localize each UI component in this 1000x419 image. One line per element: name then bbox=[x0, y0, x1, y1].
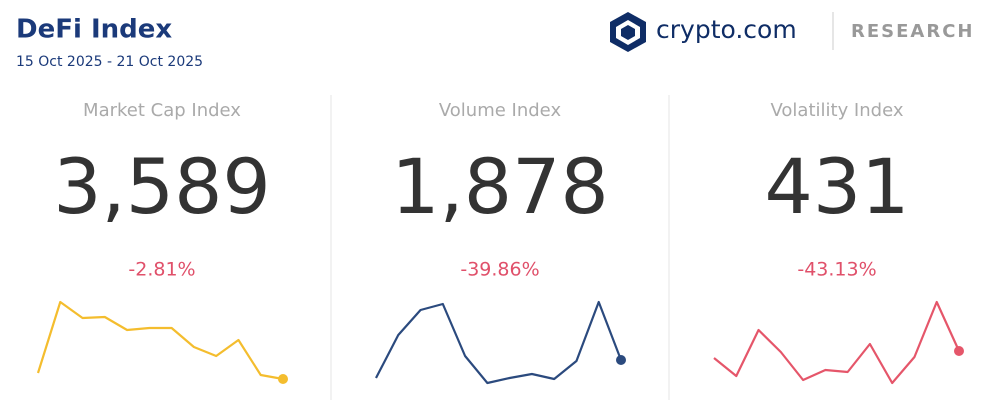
panel-title: Volume Index bbox=[439, 100, 562, 121]
end-point bbox=[616, 355, 626, 365]
change: -43.13% bbox=[797, 259, 876, 281]
panel-title: Market Cap Index bbox=[83, 100, 241, 121]
headline-value: 1,878 bbox=[391, 142, 609, 231]
change: -39.86% bbox=[460, 259, 539, 281]
brand: crypto.com bbox=[656, 15, 797, 44]
headline-value: 431 bbox=[764, 142, 909, 231]
headline-value: 3,589 bbox=[53, 142, 271, 231]
sparkline bbox=[36, 300, 284, 381]
end-point bbox=[278, 374, 288, 384]
sparkline bbox=[375, 300, 623, 385]
sparkline bbox=[713, 300, 961, 385]
date-range: 15 Oct 2025 - 21 Oct 2025 bbox=[16, 54, 203, 70]
logo-icon bbox=[610, 12, 646, 52]
change: -2.81% bbox=[128, 259, 195, 281]
section: RESEARCH bbox=[851, 21, 974, 42]
end-point bbox=[954, 346, 964, 356]
title: DeFi Index bbox=[16, 15, 172, 45]
panel-title: Volatility Index bbox=[770, 100, 903, 121]
